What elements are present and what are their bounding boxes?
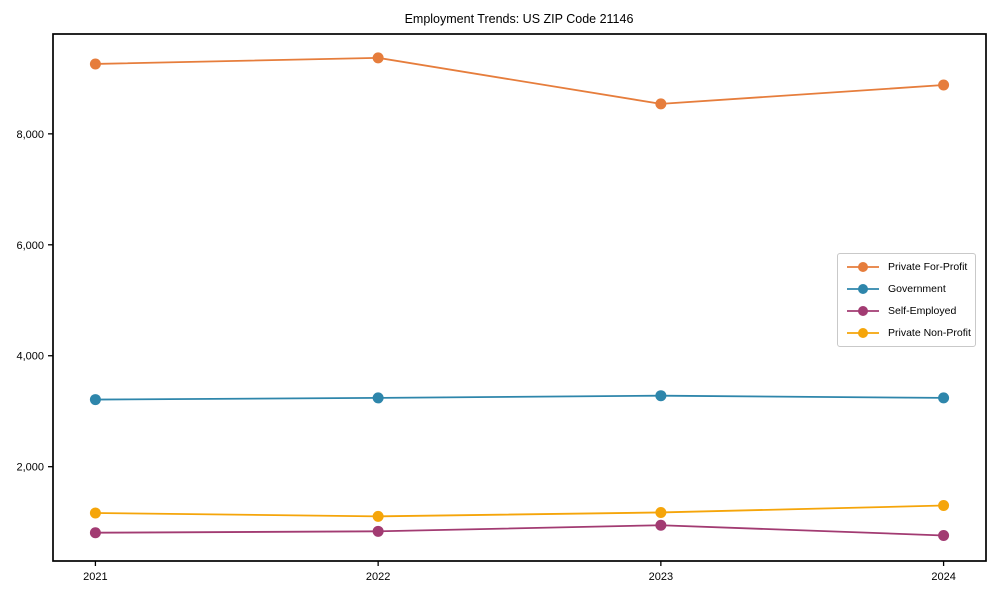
- y-tick-label: 2,000: [16, 462, 44, 474]
- legend-dot: [858, 262, 868, 272]
- data-point-marker: [938, 79, 950, 91]
- y-tick-label: 6,000: [16, 240, 44, 252]
- series-line: [94, 504, 945, 518]
- legend-entry: Government: [845, 278, 975, 300]
- legend-label: Private For-Profit: [888, 261, 968, 273]
- data-point-marker: [89, 394, 101, 406]
- data-point-marker: [655, 98, 667, 110]
- legend-entry: Private For-Profit: [845, 256, 975, 278]
- data-point-marker: [655, 506, 667, 518]
- legend-entry: Self-Employed: [845, 300, 975, 322]
- legend-dot: [858, 284, 868, 294]
- data-point-marker: [655, 390, 667, 402]
- data-point-marker: [938, 392, 950, 404]
- data-point-marker: [938, 500, 950, 512]
- data-point-marker: [89, 58, 101, 70]
- data-point-marker: [372, 510, 384, 522]
- legend-entry: Private Non-Profit: [845, 322, 975, 344]
- data-point-marker: [655, 519, 667, 531]
- legend-dot: [858, 328, 868, 338]
- legend-dot: [858, 306, 868, 316]
- series-lines: [89, 52, 950, 541]
- y-tick-label: 4,000: [16, 351, 44, 363]
- legend-label: Government: [888, 283, 946, 295]
- plot-border: [52, 33, 987, 562]
- data-point-marker: [89, 527, 101, 539]
- data-point-marker: [372, 392, 384, 404]
- x-tick-label: 2021: [83, 571, 107, 583]
- series-line: [94, 524, 945, 537]
- legend-label: Self-Employed: [888, 305, 957, 317]
- chart-title: Employment Trends: US ZIP Code 21146: [405, 12, 634, 26]
- legend: Private For-Profit Government Self-Employe…: [837, 253, 976, 347]
- data-point-marker: [89, 507, 101, 519]
- data-point-marker: [938, 529, 950, 541]
- x-tick-label: 2022: [366, 571, 390, 583]
- series-line: [94, 56, 945, 105]
- legend-marker-icon: [847, 306, 879, 316]
- legend-marker-icon: [847, 284, 879, 294]
- x-tick-label: 2024: [931, 571, 955, 583]
- data-point-marker: [372, 52, 384, 64]
- legend-label: Private Non-Profit: [888, 327, 971, 339]
- legend-marker-icon: [847, 328, 879, 338]
- legend-marker-icon: [847, 262, 879, 272]
- x-tick-label: 2023: [649, 571, 673, 583]
- data-point-marker: [372, 525, 384, 537]
- axes-spines: [52, 33, 987, 562]
- series-line: [94, 394, 945, 401]
- y-tick-label: 8,000: [16, 129, 44, 141]
